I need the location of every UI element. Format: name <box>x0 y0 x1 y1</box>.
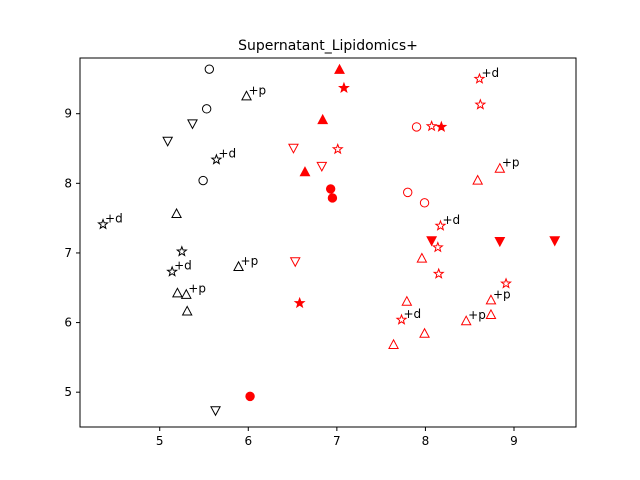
chart-title: Supernatant_Lipidomics+ <box>238 38 418 54</box>
data-point <box>210 406 221 417</box>
plot-marks: +p +d +d +d +p +p +d +p +d +p +d +p <box>97 63 561 417</box>
data-point <box>331 142 344 155</box>
data-point <box>494 237 506 248</box>
data-point-label: +d <box>218 147 236 161</box>
data-point-label: +p <box>249 83 267 97</box>
x-tick-label: 5 <box>156 434 164 448</box>
data-point-label: +p <box>468 308 486 322</box>
data-point <box>432 267 445 279</box>
data-point <box>175 245 188 257</box>
y-tick-label: 8 <box>64 176 72 190</box>
data-point <box>289 257 301 268</box>
data-point <box>198 175 208 186</box>
data-point <box>288 143 299 154</box>
data-point <box>171 207 182 219</box>
data-point-label: +d <box>404 307 422 321</box>
data-point <box>416 252 428 263</box>
data-point <box>395 313 408 325</box>
y-tick-label: 6 <box>64 316 72 330</box>
data-point <box>388 338 399 349</box>
data-point <box>419 198 430 208</box>
x-tick-label: 6 <box>244 434 252 448</box>
data-point <box>180 288 192 299</box>
data-point-label: +p <box>188 282 206 296</box>
data-point <box>187 119 198 130</box>
data-point-label: +d <box>442 213 460 227</box>
data-point <box>435 120 448 132</box>
data-point <box>473 72 486 84</box>
data-point <box>460 315 472 326</box>
data-point <box>434 219 447 231</box>
data-point <box>494 162 506 173</box>
data-point <box>162 136 174 147</box>
plot-frame <box>79 57 577 428</box>
data-point <box>411 122 422 132</box>
data-point-label: +d <box>105 211 123 225</box>
y-tick-label: 7 <box>64 246 72 260</box>
data-point <box>403 187 413 198</box>
data-point-label: +d <box>174 259 192 273</box>
data-point <box>426 236 438 247</box>
data-point <box>245 391 255 402</box>
data-point <box>334 63 345 74</box>
data-point <box>299 166 311 177</box>
data-point-label: +p <box>241 254 259 268</box>
data-point <box>210 153 223 165</box>
data-point <box>204 64 215 74</box>
data-point <box>431 241 444 253</box>
data-point <box>401 295 413 306</box>
data-point <box>425 119 438 132</box>
y-axis: 5 6 7 8 9 <box>64 107 80 399</box>
data-point <box>485 294 497 305</box>
data-point <box>485 308 497 320</box>
data-point <box>474 98 487 110</box>
data-point-label: +p <box>502 156 520 170</box>
data-point <box>327 193 338 203</box>
data-point-label: +d <box>481 66 499 80</box>
data-point <box>500 277 512 289</box>
data-point <box>233 260 244 271</box>
data-point <box>181 305 193 316</box>
data-point <box>325 184 336 194</box>
x-axis: 5 6 7 8 9 <box>156 427 518 448</box>
data-point <box>317 113 329 125</box>
data-point <box>97 218 109 230</box>
data-point <box>241 90 252 101</box>
data-point <box>419 327 430 338</box>
data-point <box>166 265 179 277</box>
x-tick-label: 9 <box>510 434 518 448</box>
data-point <box>316 161 328 172</box>
x-tick-label: 7 <box>333 434 341 448</box>
data-point <box>171 287 183 298</box>
data-point <box>293 296 306 309</box>
data-point <box>549 236 561 247</box>
y-tick-label: 5 <box>64 385 72 399</box>
data-point <box>472 174 484 185</box>
data-point-label: +p <box>493 287 511 301</box>
y-tick-label: 9 <box>64 107 72 121</box>
data-point <box>201 104 212 114</box>
x-tick-label: 8 <box>422 434 430 448</box>
data-point <box>338 81 350 93</box>
